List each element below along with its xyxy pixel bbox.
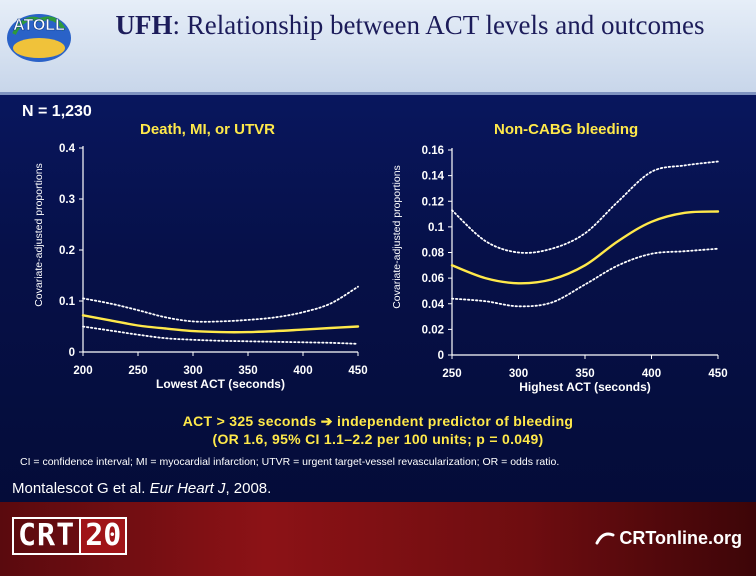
upper-ci-line: [451, 160, 719, 254]
y-tick-label: 0.04: [422, 299, 445, 311]
x-tick-label: 250: [128, 365, 147, 377]
lower-ci-line: [451, 247, 719, 308]
swoosh-icon: [595, 532, 615, 544]
x-tick-label: 200: [73, 365, 92, 377]
crt20-logo: CRT 20: [12, 517, 128, 555]
x-tick-label: 300: [183, 365, 202, 377]
y-tick-label: 0.12: [422, 196, 444, 208]
x-tick-label: 400: [293, 365, 312, 377]
x-tick-label: 350: [238, 365, 257, 377]
x-tick-label: 450: [708, 368, 727, 380]
crt-logo-text: CRT: [12, 517, 82, 555]
left-chart-title: Death, MI, or UTVR: [140, 121, 276, 138]
title-rest: : Relationship between ACT levels and ou…: [172, 10, 705, 40]
svg-text:ATOLL: ATOLL: [13, 17, 65, 34]
y-tick-label: 0: [69, 347, 75, 359]
right-chart-title: Non-CABG bleeding: [494, 121, 639, 138]
estimate-line: [81, 314, 360, 334]
abbreviations-footnote: CI = confidence interval; MI = myocardia…: [20, 456, 560, 468]
y-tick-label: 0.3: [59, 194, 75, 206]
x-tick-label: 250: [442, 368, 461, 380]
estimate-line: [450, 210, 720, 285]
x-tick-label: 350: [575, 368, 594, 380]
arrow-right-icon: ➔: [320, 413, 333, 429]
finding-predictor: independent predictor of bleeding: [337, 413, 574, 429]
lower-ci-line: [82, 325, 359, 345]
finding-line-2: (OR 1.6, 95% CI 1.1–2.2 per 100 units; p…: [212, 431, 544, 447]
citation-journal: Eur Heart J: [149, 480, 226, 497]
y-tick-label: 0: [438, 350, 444, 362]
y-tick-label: 0.1: [428, 222, 445, 234]
y-tick-label: 0.2: [59, 245, 75, 257]
title-bold: UFH: [115, 10, 173, 40]
y-axis-label: Covariate-adjusted proportions: [391, 165, 403, 309]
y-tick-label: 0.4: [59, 143, 76, 155]
atoll-logo-icon: ATOLL: [7, 14, 71, 62]
crtonline-text: CRTonline.org: [619, 528, 742, 548]
finding-threshold: ACT > 325 seconds: [182, 413, 317, 429]
y-tick-label: 0.08: [422, 248, 445, 260]
y-tick-label: 0.1: [59, 296, 76, 308]
x-tick-label: 450: [348, 365, 367, 377]
sample-size-label: N = 1,230: [22, 103, 92, 120]
y-tick-label: 0.02: [422, 324, 444, 336]
upper-ci-line: [82, 285, 359, 323]
citation-authors: Montalescot G et al.: [12, 480, 150, 497]
citation-year: , 2008.: [225, 480, 272, 497]
x-axis-label: Highest ACT (seconds): [519, 380, 651, 394]
slide-footer: CRT 20 CRTonline.org: [0, 502, 756, 576]
slide-header: ATOLL UFH: Relationship between ACT leve…: [0, 0, 756, 95]
x-tick-label: 300: [509, 368, 528, 380]
y-tick-label: 0.16: [422, 145, 444, 157]
finding-line-1: ACT > 325 seconds ➔ independent predicto…: [0, 413, 756, 430]
x-axis-label: Lowest ACT (seconds): [156, 377, 285, 391]
x-tick-label: 400: [642, 368, 661, 380]
y-tick-label: 0.06: [422, 273, 444, 285]
crt-logo-number: 20: [81, 517, 128, 555]
y-tick-label: 0.14: [422, 171, 445, 183]
page-title: UFH: Relationship between ACT levels and…: [100, 10, 720, 41]
y-axis-label: Covariate-adjusted proportions: [33, 163, 45, 307]
crtonline-logo: CRTonline.org: [595, 528, 742, 549]
citation: Montalescot G et al. Eur Heart J, 2008.: [12, 480, 271, 497]
